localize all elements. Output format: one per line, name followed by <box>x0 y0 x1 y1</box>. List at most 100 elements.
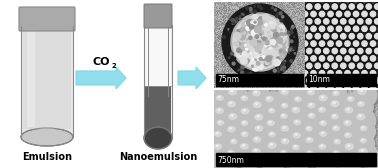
Ellipse shape <box>341 152 361 168</box>
Ellipse shape <box>277 110 296 128</box>
Circle shape <box>232 19 234 21</box>
Ellipse shape <box>225 124 246 145</box>
Ellipse shape <box>359 103 361 104</box>
Ellipse shape <box>217 132 218 134</box>
Ellipse shape <box>239 106 260 127</box>
Circle shape <box>352 40 360 48</box>
Circle shape <box>273 59 279 65</box>
Circle shape <box>246 26 251 30</box>
Ellipse shape <box>320 121 327 125</box>
Circle shape <box>332 33 338 39</box>
Circle shape <box>302 26 308 32</box>
Ellipse shape <box>212 129 232 149</box>
Circle shape <box>254 45 258 49</box>
Circle shape <box>274 51 277 53</box>
Ellipse shape <box>294 120 301 125</box>
Circle shape <box>375 48 378 54</box>
Ellipse shape <box>328 110 347 129</box>
Ellipse shape <box>296 121 297 122</box>
Circle shape <box>268 55 270 57</box>
Circle shape <box>251 65 253 67</box>
Ellipse shape <box>231 115 233 117</box>
Ellipse shape <box>315 91 338 113</box>
Ellipse shape <box>327 96 350 119</box>
Circle shape <box>358 48 363 54</box>
Ellipse shape <box>229 137 246 155</box>
Ellipse shape <box>319 144 326 149</box>
Ellipse shape <box>293 145 299 149</box>
Circle shape <box>232 22 235 24</box>
Circle shape <box>319 11 325 17</box>
Ellipse shape <box>288 79 311 102</box>
Ellipse shape <box>268 143 276 148</box>
Ellipse shape <box>214 117 232 135</box>
Circle shape <box>348 17 356 25</box>
Ellipse shape <box>336 140 338 142</box>
Circle shape <box>366 19 372 24</box>
Circle shape <box>339 77 347 85</box>
Circle shape <box>279 12 282 15</box>
Ellipse shape <box>263 153 286 168</box>
Ellipse shape <box>267 106 285 124</box>
Circle shape <box>362 85 367 91</box>
Bar <box>27 30 35 127</box>
Circle shape <box>237 48 242 53</box>
Circle shape <box>245 44 246 46</box>
Ellipse shape <box>303 123 321 141</box>
Ellipse shape <box>362 139 364 141</box>
Circle shape <box>335 54 343 62</box>
Ellipse shape <box>359 124 377 142</box>
Circle shape <box>263 14 270 21</box>
Circle shape <box>345 41 350 46</box>
Ellipse shape <box>308 113 315 118</box>
Circle shape <box>267 47 271 51</box>
Circle shape <box>281 54 283 55</box>
Circle shape <box>235 41 241 47</box>
Bar <box>23 28 71 129</box>
Circle shape <box>307 48 312 54</box>
Circle shape <box>370 41 376 46</box>
Circle shape <box>315 78 321 83</box>
Ellipse shape <box>215 131 222 136</box>
Circle shape <box>259 58 262 60</box>
Circle shape <box>375 78 378 83</box>
Circle shape <box>339 62 347 70</box>
Ellipse shape <box>330 112 349 131</box>
Circle shape <box>260 7 262 10</box>
Circle shape <box>240 68 242 70</box>
Bar <box>216 74 303 86</box>
Circle shape <box>260 53 263 56</box>
Circle shape <box>375 63 378 69</box>
Circle shape <box>254 51 261 58</box>
Circle shape <box>345 85 350 91</box>
Circle shape <box>252 19 257 25</box>
Circle shape <box>293 49 294 51</box>
Circle shape <box>336 56 342 61</box>
Circle shape <box>255 35 259 38</box>
Ellipse shape <box>316 128 336 147</box>
Circle shape <box>331 32 339 40</box>
Ellipse shape <box>242 121 248 125</box>
Ellipse shape <box>331 101 339 107</box>
Ellipse shape <box>295 157 297 158</box>
Ellipse shape <box>278 134 299 155</box>
Ellipse shape <box>253 123 274 144</box>
Ellipse shape <box>333 102 335 104</box>
Circle shape <box>307 63 312 69</box>
Circle shape <box>344 10 352 18</box>
Circle shape <box>311 26 316 32</box>
Circle shape <box>284 47 288 51</box>
Circle shape <box>301 84 309 92</box>
Ellipse shape <box>329 147 350 167</box>
Circle shape <box>332 48 338 54</box>
Bar <box>21 26 73 137</box>
Circle shape <box>322 77 330 85</box>
Circle shape <box>327 25 335 33</box>
Circle shape <box>276 45 278 46</box>
Bar <box>307 74 376 86</box>
Circle shape <box>269 47 272 50</box>
Circle shape <box>356 3 364 11</box>
Ellipse shape <box>349 98 351 99</box>
Circle shape <box>280 50 282 52</box>
Circle shape <box>345 26 350 32</box>
